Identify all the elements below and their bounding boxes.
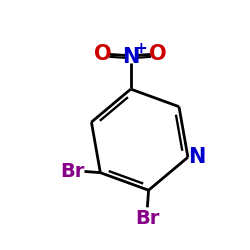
Text: O: O	[94, 44, 112, 64]
Text: N: N	[188, 147, 206, 167]
Text: +: +	[135, 40, 147, 56]
Text: N: N	[122, 47, 140, 67]
Text: O: O	[149, 44, 166, 64]
Text: Br: Br	[135, 209, 160, 228]
Text: Br: Br	[60, 162, 84, 181]
